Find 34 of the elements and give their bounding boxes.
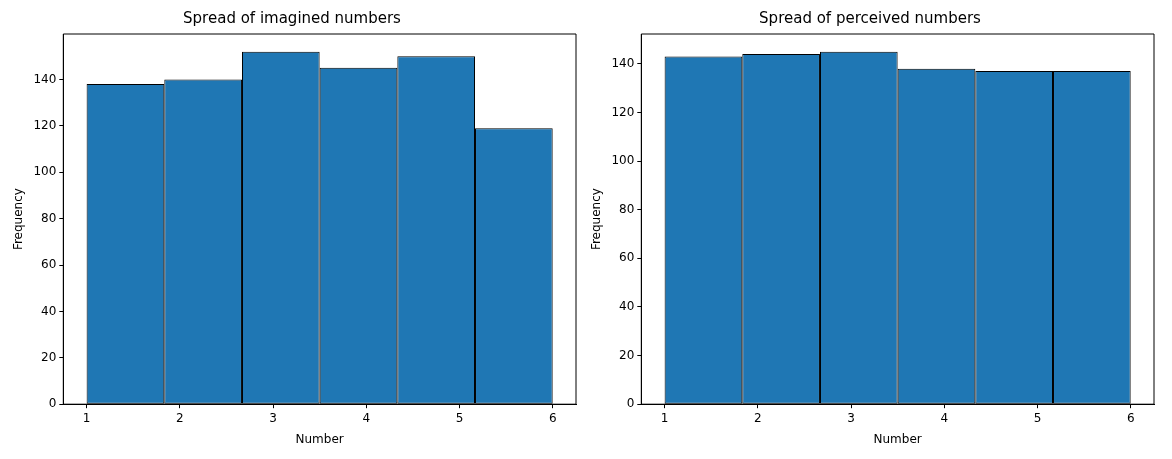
y-tick-label: 0 xyxy=(626,396,635,411)
y-tick-label: 120 xyxy=(33,117,57,132)
y-tick-label: 60 xyxy=(41,257,57,272)
x-axis-title: Number xyxy=(295,431,344,446)
y-axis-title: Frequency xyxy=(11,188,26,251)
x-tick-label: 3 xyxy=(269,410,277,425)
x-tick-label: 4 xyxy=(940,410,949,425)
y-tick-label: 20 xyxy=(619,347,635,362)
x-tick-label: 2 xyxy=(754,410,762,425)
chart-title: Spread of imagined numbers xyxy=(183,8,402,27)
chart-title: Spread of perceived numbers xyxy=(759,8,982,27)
y-tick-label: 100 xyxy=(33,164,57,179)
x-tick-label: 1 xyxy=(82,410,91,425)
y-axis-title: Frequency xyxy=(589,188,604,251)
x-tick-label: 5 xyxy=(455,410,464,425)
y-tick-label: 100 xyxy=(611,153,635,168)
x-tick-label: 6 xyxy=(548,410,557,425)
x-tick-label: 3 xyxy=(847,410,855,425)
x-tick-label: 1 xyxy=(660,410,669,425)
y-tick-label: 140 xyxy=(33,71,57,86)
y-tick-label: 40 xyxy=(41,303,57,318)
y-tick-label: 120 xyxy=(611,104,635,119)
x-tick-label: 5 xyxy=(1033,410,1042,425)
x-axis-title: Number xyxy=(873,431,922,446)
y-tick-label: 20 xyxy=(41,349,57,364)
y-tick-label: 80 xyxy=(41,210,57,225)
y-tick-label: 80 xyxy=(619,201,635,216)
y-tick-label: 60 xyxy=(619,250,635,265)
y-tick-label: 40 xyxy=(619,299,635,314)
y-tick-label: 0 xyxy=(48,396,57,411)
x-tick-label: 2 xyxy=(176,410,184,425)
y-tick-label: 140 xyxy=(611,55,635,70)
x-tick-label: 6 xyxy=(1126,410,1135,425)
x-tick-label: 4 xyxy=(362,410,371,425)
